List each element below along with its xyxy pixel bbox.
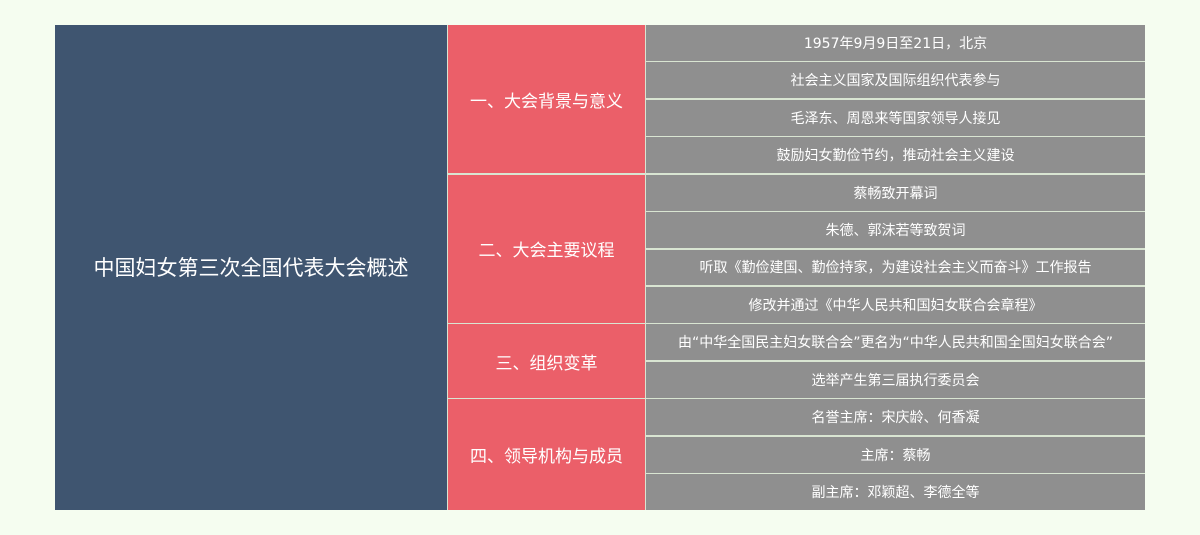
leaf-node: 朱德、郭沫若等致贺词 <box>646 212 1145 249</box>
leaf-node: 蔡畅致开幕词 <box>646 174 1145 211</box>
leaf-node: 修改并通过《中华人民共和国妇女联合会章程》 <box>646 286 1145 323</box>
leaf-node: 听取《勤俭建国、勤俭持家，为建设社会主义而奋斗》工作报告 <box>646 249 1145 286</box>
branch-node: 二、大会主要议程 <box>448 174 645 323</box>
leaf-node: 选举产生第三届执行委员会 <box>646 361 1145 398</box>
mind-map-table: 中国妇女第三次全国代表大会概述 一、大会背景与意义 1957年9月9日至21日，北… <box>55 25 1145 510</box>
leaf-node: 1957年9月9日至21日，北京 <box>646 25 1145 61</box>
leaf-node: 名誉主席：宋庆龄、何香凝 <box>646 399 1145 436</box>
branch-node: 四、领导机构与成员 <box>448 399 645 510</box>
leaf-node: 副主席：邓颖超、李德全等 <box>646 474 1145 510</box>
leaf-node: 主席：蔡畅 <box>646 436 1145 473</box>
branch-node: 一、大会背景与意义 <box>448 25 645 174</box>
root-node: 中国妇女第三次全国代表大会概述 <box>55 25 447 510</box>
leaf-node: 鼓励妇女勤俭节约，推动社会主义建设 <box>646 137 1145 174</box>
leaf-node: 毛泽东、周恩来等国家领导人接见 <box>646 99 1145 136</box>
leaf-node: 社会主义国家及国际组织代表参与 <box>646 62 1145 99</box>
branch-node: 三、组织变革 <box>448 324 645 398</box>
leaf-node: 由“中华全国民主妇女联合会”更名为“中华人民共和国全国妇女联合会” <box>646 324 1145 361</box>
